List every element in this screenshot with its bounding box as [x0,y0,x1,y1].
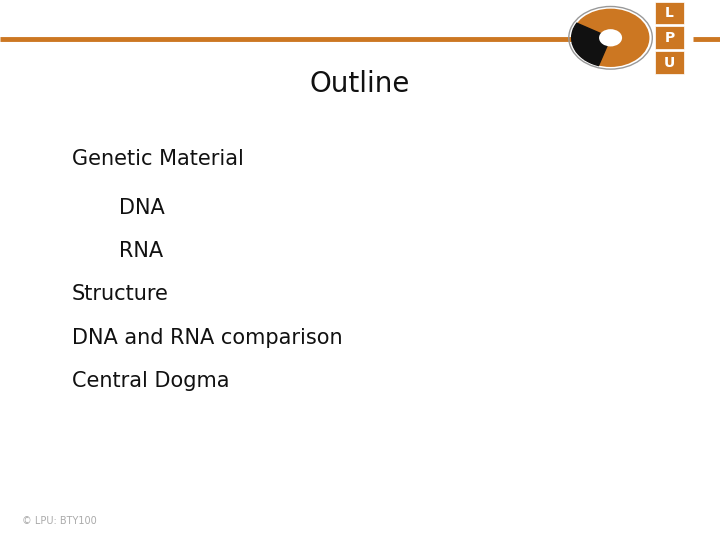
Circle shape [599,29,622,46]
Text: Structure: Structure [72,284,169,305]
FancyBboxPatch shape [655,2,684,24]
Text: © LPU: BTY100: © LPU: BTY100 [22,516,96,526]
Polygon shape [572,29,611,38]
FancyBboxPatch shape [655,26,684,49]
Text: RNA: RNA [119,241,163,261]
Text: Outline: Outline [310,70,410,98]
Text: U: U [664,56,675,70]
Text: DNA: DNA [119,198,165,218]
Circle shape [572,9,649,67]
Polygon shape [576,38,611,59]
Polygon shape [585,38,611,65]
Text: P: P [665,31,675,45]
Text: Genetic Material: Genetic Material [72,149,244,170]
Text: DNA and RNA comparison: DNA and RNA comparison [72,327,343,348]
Text: Central Dogma: Central Dogma [72,370,230,391]
Polygon shape [573,23,611,38]
Polygon shape [572,38,611,51]
FancyBboxPatch shape [655,51,684,74]
Polygon shape [572,36,611,43]
Text: L: L [665,6,674,20]
